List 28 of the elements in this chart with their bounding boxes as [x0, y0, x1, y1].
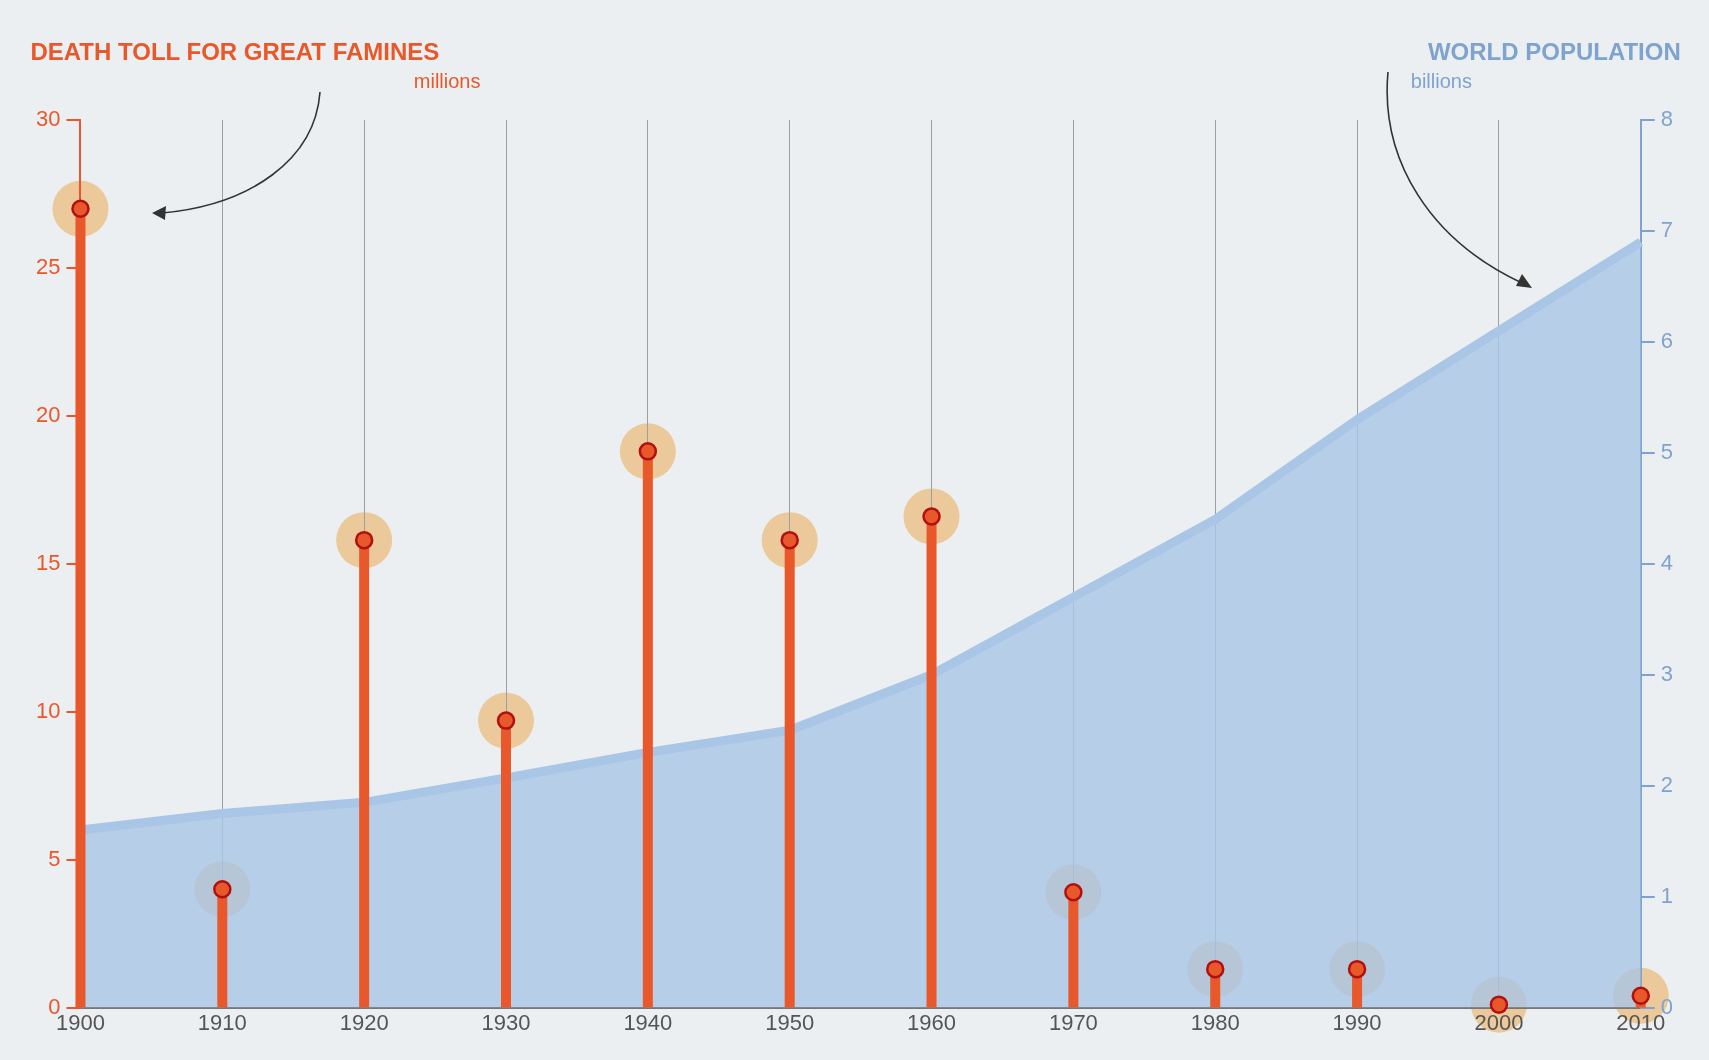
x-tick-label: 1980	[1190, 1009, 1240, 1035]
x-tick-label: 1910	[197, 1009, 247, 1035]
y-axis-title: DEATH TOLL FOR GREAT FAMINES	[30, 38, 440, 65]
text: billions	[1410, 70, 1472, 92]
x-tick-label: 1920	[339, 1009, 389, 1035]
y-tick-label: 15	[35, 549, 61, 575]
y-tick-label: 5	[48, 845, 61, 871]
x-tick-label: 2000	[1474, 1009, 1524, 1035]
y2-tick-label: 6	[1660, 327, 1674, 353]
y2-axis-title: WORLD POPULATION	[1427, 38, 1681, 65]
y-tick-label: 10	[35, 697, 61, 723]
y-tick-label: 30	[35, 106, 61, 132]
text: millions	[413, 70, 481, 92]
y2-tick-label: 1	[1660, 882, 1674, 908]
x-tick-label: 1940	[623, 1009, 673, 1035]
x-tick-label: 1990	[1332, 1009, 1382, 1035]
x-tick-label: 1930	[481, 1009, 531, 1035]
y2-tick-label: 5	[1660, 438, 1674, 464]
x-tick-label: 1970	[1048, 1009, 1098, 1035]
y-tick-label: 25	[35, 254, 61, 279]
y2-tick-label: 4	[1660, 549, 1674, 575]
y-tick-label: 20	[35, 401, 61, 427]
y2-tick-label: 2	[1660, 771, 1674, 797]
x-tick-label: 1960	[907, 1009, 957, 1035]
x-tick-label: 1950	[765, 1009, 815, 1035]
y2-tick-label: 3	[1660, 660, 1674, 686]
y2-tick-label: 7	[1660, 217, 1674, 243]
y2-tick-label: 8	[1660, 106, 1674, 132]
